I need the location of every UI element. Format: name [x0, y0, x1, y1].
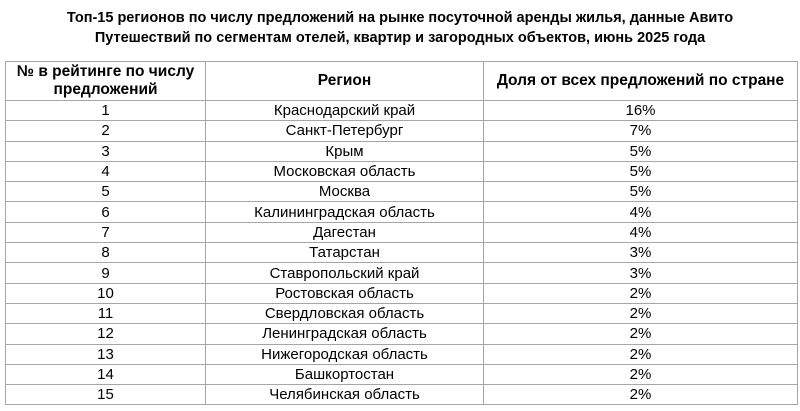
header-region: Регион	[205, 61, 484, 101]
region-cell: Ростовская область	[205, 282, 484, 304]
share-cell: 2%	[483, 384, 798, 406]
rank-cell: 4	[5, 160, 206, 183]
rank-cell: 14	[5, 363, 206, 386]
rank-cell: 7	[5, 221, 206, 244]
table-row: 15 Челябинская область 2%	[5, 384, 798, 406]
table-header-row: № в рейтинге по числу предложений Регион…	[5, 61, 798, 101]
region-cell: Москва	[205, 181, 484, 203]
table-row: 13 Нижегородская область 2%	[5, 343, 798, 365]
table-row: 9 Ставропольский край 3%	[5, 262, 798, 284]
table-row: 1 Краснодарский край 16%	[5, 99, 798, 122]
share-cell: 4%	[483, 201, 798, 223]
table-row: 5 Москва 5%	[5, 181, 798, 203]
table-row: 4 Московская область 5%	[5, 160, 798, 183]
table-row: 6 Калининградская область 4%	[5, 201, 798, 223]
share-cell: 3%	[483, 262, 798, 284]
region-cell: Свердловская область	[205, 302, 484, 325]
share-cell: 5%	[483, 181, 798, 203]
rank-cell: 10	[5, 282, 206, 304]
share-cell: 16%	[483, 99, 798, 122]
table-row: 3 Крым 5%	[5, 140, 798, 162]
header-rank: № в рейтинге по числу предложений	[5, 61, 206, 101]
table-row: 12 Ленинградская область 2%	[5, 323, 798, 345]
share-cell: 2%	[483, 323, 798, 345]
document-title: Топ-15 регионов по числу предложений на …	[0, 8, 800, 48]
share-cell: 2%	[483, 282, 798, 304]
region-cell: Крым	[205, 140, 484, 162]
table-row: 14 Башкортостан 2%	[5, 363, 798, 386]
rank-cell: 9	[5, 262, 206, 284]
rank-cell: 2	[5, 120, 206, 142]
share-cell: 2%	[483, 363, 798, 386]
share-cell: 4%	[483, 221, 798, 244]
rank-cell: 6	[5, 201, 206, 223]
title-line-2: Путешествий по сегментам отелей, квартир…	[94, 30, 706, 46]
rank-cell: 3	[5, 140, 206, 162]
title-line-1: Топ-15 регионов по числу предложений на …	[66, 10, 734, 26]
region-cell: Ленинградская область	[205, 323, 484, 345]
table-row: 11 Свердловская область 2%	[5, 302, 798, 325]
region-cell: Нижегородская область	[205, 343, 484, 365]
region-cell: Дагестан	[205, 221, 484, 244]
region-cell: Челябинская область	[205, 384, 484, 406]
share-cell: 2%	[483, 343, 798, 365]
table-row: 10 Ростовская область 2%	[5, 282, 798, 304]
table-row: 2 Санкт-Петербург 7%	[5, 120, 798, 142]
rank-cell: 8	[5, 242, 206, 264]
region-cell: Калининградская область	[205, 201, 484, 223]
rank-cell: 15	[5, 384, 206, 406]
share-cell: 2%	[483, 302, 798, 325]
share-cell: 5%	[483, 160, 798, 183]
region-cell: Краснодарский край	[205, 99, 484, 122]
header-share: Доля от всех предложений по стране	[483, 61, 798, 101]
region-cell: Санкт-Петербург	[205, 120, 484, 142]
share-cell: 3%	[483, 242, 798, 264]
table-row: 8 Татарстан 3%	[5, 242, 798, 264]
table-row: 7 Дагестан 4%	[5, 221, 798, 244]
rank-cell: 11	[5, 302, 206, 325]
share-cell: 7%	[483, 120, 798, 142]
rank-cell: 12	[5, 323, 206, 345]
region-cell: Московская область	[205, 160, 484, 183]
rank-cell: 5	[5, 181, 206, 203]
region-cell: Татарстан	[205, 242, 484, 264]
regions-table: № в рейтинге по числу предложений Регион…	[5, 61, 798, 406]
share-cell: 5%	[483, 140, 798, 162]
region-cell: Башкортостан	[205, 363, 484, 386]
rank-cell: 13	[5, 343, 206, 365]
region-cell: Ставропольский край	[205, 262, 484, 284]
rank-cell: 1	[5, 99, 206, 122]
